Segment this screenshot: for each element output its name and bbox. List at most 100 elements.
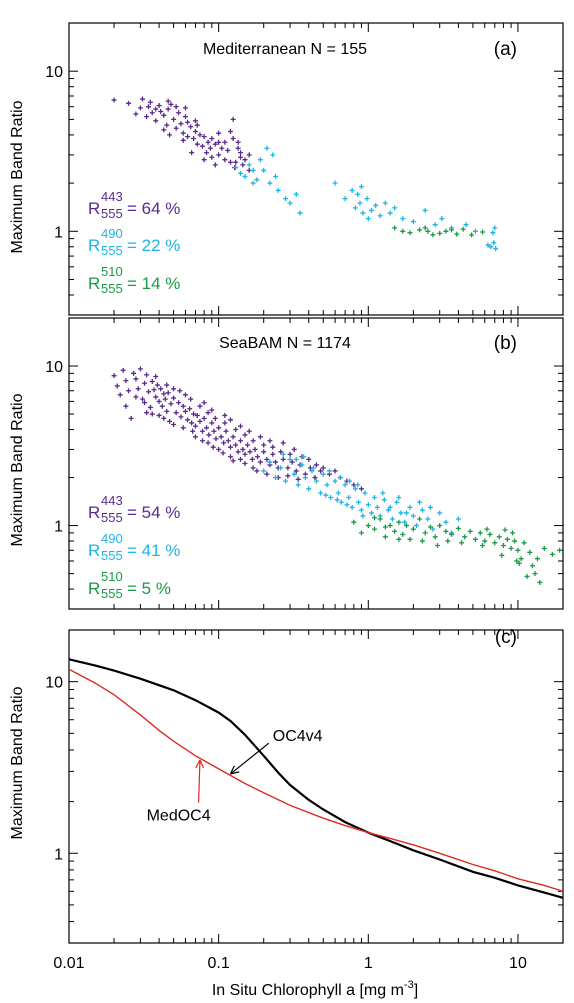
data-point	[293, 191, 299, 197]
data-point	[222, 420, 228, 426]
data-point	[499, 552, 505, 558]
data-point	[171, 386, 177, 392]
data-point	[164, 122, 170, 128]
data-point	[382, 200, 388, 206]
data-point	[332, 180, 338, 186]
data-point	[228, 454, 233, 460]
data-point	[205, 139, 211, 145]
data-point	[212, 162, 218, 168]
data-point	[264, 471, 270, 477]
data-point	[230, 135, 236, 141]
data-point	[387, 210, 393, 216]
data-point	[392, 205, 398, 211]
data-point	[250, 167, 256, 173]
data-point	[334, 497, 340, 503]
data-point	[264, 456, 270, 462]
data-point	[156, 412, 162, 418]
panel-a-ytick-label: 10	[45, 64, 63, 81]
annotation-base: R	[88, 274, 100, 293]
data-point	[123, 378, 129, 384]
data-point	[515, 547, 521, 553]
data-point	[222, 412, 228, 418]
data-point	[158, 386, 164, 392]
data-point	[324, 482, 330, 488]
data-point	[149, 110, 155, 116]
annotation-value: = 14 %	[127, 274, 180, 293]
data-point	[445, 538, 451, 544]
data-point	[270, 444, 276, 450]
panel-a-series-R443	[111, 96, 252, 173]
data-point	[154, 382, 160, 388]
data-point	[182, 105, 188, 111]
data-point	[171, 422, 177, 428]
data-point	[273, 173, 279, 179]
data-point	[228, 444, 233, 450]
annotation-value: = 41 %	[127, 541, 180, 560]
data-point	[192, 423, 198, 429]
data-point	[189, 150, 195, 156]
data-point	[432, 222, 438, 228]
data-point	[209, 407, 215, 413]
data-point	[228, 129, 233, 135]
data-point	[209, 420, 215, 426]
annotation-base: R	[88, 503, 100, 522]
line-label-arrow-oc4v4	[229, 742, 270, 775]
data-point	[238, 438, 244, 444]
panel-c-frame	[68, 629, 564, 944]
data-point	[201, 400, 207, 406]
data-point	[541, 545, 547, 551]
annotation-value: = 22 %	[127, 236, 180, 255]
data-point	[490, 230, 496, 236]
data-point	[302, 475, 308, 481]
annotation-sub: 555	[101, 281, 123, 296]
data-point	[472, 228, 478, 234]
data-point	[371, 515, 377, 521]
data-point	[149, 411, 155, 417]
data-point	[233, 159, 239, 165]
data-point	[427, 524, 433, 530]
data-point	[161, 391, 167, 397]
data-point	[537, 579, 543, 585]
xtick-label: 0.01	[53, 955, 84, 972]
panel-c-ytick-label: 10	[45, 675, 63, 692]
data-point	[404, 523, 410, 529]
data-point	[472, 536, 478, 542]
data-point	[233, 427, 239, 433]
data-point	[123, 403, 129, 409]
data-point	[374, 504, 380, 510]
data-point	[338, 499, 344, 505]
data-point	[242, 460, 248, 466]
data-point	[261, 167, 267, 173]
data-point	[402, 519, 408, 525]
data-point	[293, 456, 299, 462]
data-point	[349, 504, 355, 510]
data-point	[358, 486, 364, 492]
data-point	[326, 468, 332, 474]
data-point	[365, 502, 371, 508]
data-point	[320, 471, 326, 477]
data-point	[153, 106, 159, 112]
data-point	[280, 451, 286, 457]
panel-c-ylabel: Maximum Band Ratio	[9, 686, 26, 839]
data-point	[197, 132, 203, 138]
data-point	[278, 465, 284, 471]
data-point	[165, 98, 171, 104]
data-point	[189, 420, 195, 426]
data-point	[240, 162, 246, 168]
data-point	[521, 540, 527, 546]
data-point	[185, 119, 191, 125]
line-label-arrow-medoc4	[195, 759, 205, 803]
data-point	[382, 524, 388, 530]
data-point	[167, 132, 173, 138]
data-point	[422, 207, 428, 213]
data-point	[449, 227, 455, 233]
panel-a-ytick-label: 1	[54, 224, 63, 241]
data-point	[387, 504, 393, 510]
data-point	[250, 465, 256, 471]
data-point	[149, 378, 155, 384]
data-point	[146, 104, 152, 110]
data-point	[291, 446, 297, 452]
data-point	[482, 538, 488, 544]
data-point	[332, 478, 338, 484]
